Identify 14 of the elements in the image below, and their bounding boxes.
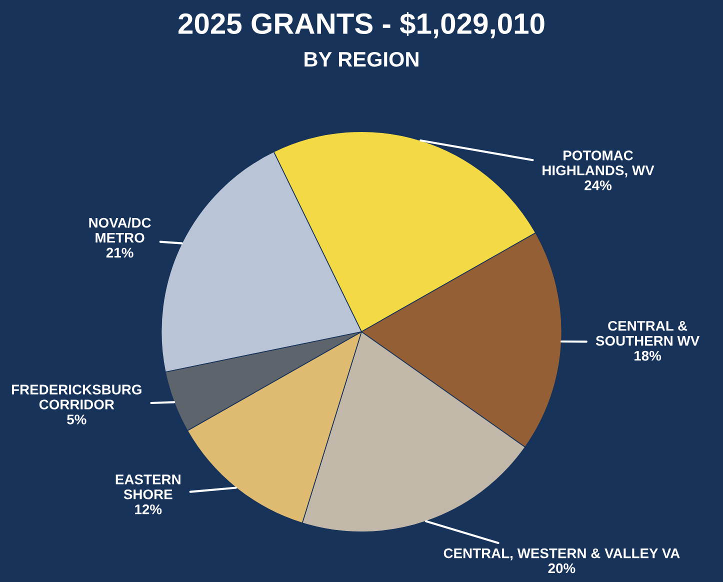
data-label: 21% [106,248,134,258]
data-label: 12% [135,504,162,514]
data-label: 20% [548,563,576,574]
data-label: 24% [584,180,612,190]
data-label: 18% [634,350,662,361]
chart-title: 2025 GRANTS - $1,029,010 [178,12,544,38]
slice-label: CENTRAL & SOUTHERN WV [596,320,700,346]
chart-subtitle: BY REGION [304,52,418,67]
data-label: 5% [67,414,86,424]
slice-label: FREDERICKSBURG CORRIDOR [12,384,142,410]
slice-label: NOVA/DC METRO [89,217,151,243]
slice-label: CENTRAL, WESTERN & VALLEY VA [444,548,680,560]
slice-label: POTOMAC HIGHLANDS, WV [542,150,654,178]
slice-label: EASTERN SHORE [116,474,180,500]
